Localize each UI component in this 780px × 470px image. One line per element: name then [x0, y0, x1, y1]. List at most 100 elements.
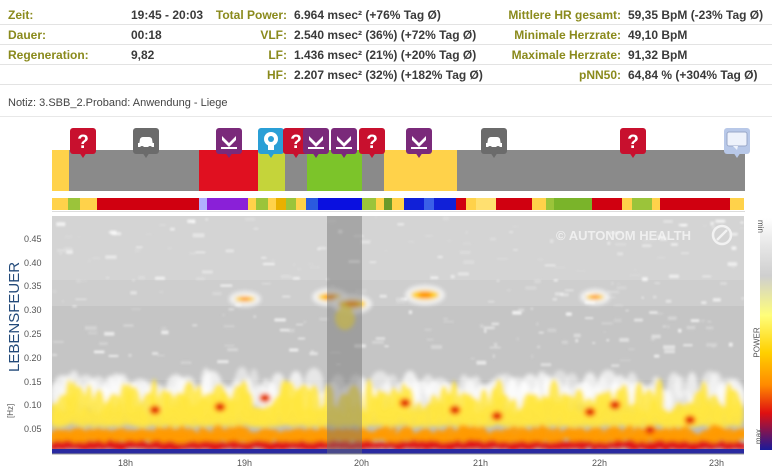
- hrv-color-segment: [730, 198, 744, 210]
- x-tick-label: 23h: [709, 458, 725, 468]
- regeneration-label: Regeneration:: [8, 48, 89, 62]
- svg-text:?: ?: [366, 132, 378, 153]
- stats-row: Zeit: 19:45 - 20:03 Total Power: 6.964 m…: [0, 8, 780, 28]
- chevron-down-icon[interactable]: [303, 128, 329, 158]
- power-legend-bar: [760, 218, 772, 450]
- y-tick-label: 0.45: [24, 233, 42, 244]
- hrv-color-segment: [496, 198, 532, 210]
- y-tick-label: 0.20: [24, 352, 42, 363]
- hrv-color-segment: [306, 198, 318, 210]
- x-tick-label: 20h: [354, 458, 370, 468]
- hrv-color-segment: [622, 198, 632, 210]
- watermark: © AUTONOM HEALTH: [556, 228, 691, 243]
- y-tick-label: 0.15: [24, 376, 42, 387]
- head-icon[interactable]: [258, 128, 284, 158]
- hrv-color-segment: [268, 198, 276, 210]
- vlf-label: VLF:: [260, 28, 287, 42]
- vlf-value: 2.540 msec² (36%) (+72% Tag Ø): [294, 28, 477, 42]
- lf-value: 1.436 msec² (21%) (+20% Tag Ø): [294, 48, 477, 62]
- activity-segment: [457, 150, 745, 191]
- zeit-label: Zeit:: [8, 8, 34, 22]
- y-axis-title-text: LEBENSFEUER: [6, 262, 23, 372]
- regeneration-value: 9,82: [131, 48, 155, 62]
- max-hr-label: Maximale Herzrate:: [511, 48, 621, 62]
- min-hr-label: Minimale Herzrate:: [514, 28, 621, 42]
- activity-timeline: ????: [0, 118, 780, 218]
- hrv-color-segment: [248, 198, 256, 210]
- hrv-color-segment: [199, 198, 207, 210]
- watermark-logo: [711, 224, 733, 246]
- hrv-color-segment: [296, 198, 306, 210]
- hrv-color-segment: [384, 198, 392, 210]
- selected-interval-highlight: [327, 216, 362, 454]
- legend-min-label: min: [755, 220, 765, 233]
- question-icon[interactable]: ?: [620, 128, 646, 158]
- hrv-color-segment: [476, 198, 496, 210]
- legend-max-label: max: [754, 428, 764, 445]
- dauer-value: 00:18: [131, 28, 162, 42]
- hrv-color-segment: [362, 198, 376, 210]
- hrv-color-segment: [466, 198, 476, 210]
- y-tick-label: 0.05: [24, 424, 42, 435]
- hrv-color-segment: [456, 198, 466, 210]
- chevron-down-icon[interactable]: [216, 128, 242, 158]
- total-power-value: 6.964 msec² (+76% Tag Ø): [294, 8, 441, 22]
- comment-icon[interactable]: [724, 128, 750, 158]
- y-unit-label: [Hz]: [6, 403, 15, 418]
- hrv-color-segment: [207, 198, 248, 210]
- mittlere-hr-value: 59,35 BpM (-23% Tag Ø): [628, 8, 764, 22]
- hrv-color-segment: [80, 198, 97, 210]
- activity-segment: [285, 150, 307, 191]
- chevron-down-icon[interactable]: [331, 128, 357, 158]
- total-power-label: Total Power:: [215, 8, 287, 22]
- activity-segment: [52, 150, 69, 191]
- plot-background: [52, 216, 744, 454]
- x-tick-label: 18h: [118, 458, 134, 468]
- min-hr-value: 49,10 BpM: [628, 28, 688, 42]
- y-tick-label: 0.10: [24, 400, 42, 411]
- x-tick-label: 19h: [237, 458, 253, 468]
- hrv-color-segment: [554, 198, 592, 210]
- svg-text:?: ?: [627, 132, 639, 153]
- svg-text:?: ?: [77, 132, 89, 153]
- hrv-color-segment: [404, 198, 424, 210]
- y-tick-label: 0.30: [24, 305, 42, 316]
- pnn50-value: 64,84 % (+304% Tag Ø): [628, 68, 758, 82]
- question-icon[interactable]: ?: [70, 128, 96, 158]
- hrv-color-segment: [652, 198, 660, 210]
- zeit-value: 19:45 - 20:03: [131, 8, 204, 22]
- hrv-color-segment: [68, 198, 80, 210]
- y-axis-title: LEBENSFEUER: [3, 250, 23, 375]
- hrv-color-segment: [546, 198, 554, 210]
- stats-row: HF: 2.207 msec² (32%) (+182% Tag Ø) pNN5…: [0, 68, 780, 88]
- note-text: Notiz: 3.SBB_2.Proband: Anwendung - Lieg…: [8, 97, 228, 109]
- car-icon[interactable]: [481, 128, 507, 158]
- y-tick-label: 0.40: [24, 257, 42, 268]
- chevron-down-icon[interactable]: [406, 128, 432, 158]
- lf-label: LF:: [268, 48, 287, 62]
- hrv-color-segment: [660, 198, 730, 210]
- hrv-color-segment: [318, 198, 362, 210]
- dauer-label: Dauer:: [8, 28, 47, 42]
- legend-title: POWER: [752, 327, 762, 358]
- hrv-color-segment: [97, 198, 199, 210]
- hrv-color-segment: [276, 198, 286, 210]
- hrv-color-segment: [256, 198, 268, 210]
- hrv-color-segment: [632, 198, 652, 210]
- max-hr-value: 91,32 BpM: [628, 48, 688, 62]
- car-icon[interactable]: [133, 128, 159, 158]
- hf-value: 2.207 msec² (32%) (+182% Tag Ø): [294, 68, 483, 82]
- hrv-color-segment: [434, 198, 456, 210]
- x-tick-label: 22h: [592, 458, 608, 468]
- stats-row: Dauer: 00:18 VLF: 2.540 msec² (36%) (+72…: [0, 28, 780, 48]
- question-icon[interactable]: ?: [359, 128, 385, 158]
- hrv-color-segment: [52, 198, 68, 210]
- stats-row: Regeneration: 9,82 LF: 1.436 msec² (21%)…: [0, 48, 780, 68]
- activity-segment: [69, 150, 199, 191]
- mittlere-hr-label: Mittlere HR gesamt:: [508, 8, 621, 22]
- hrv-color-segment: [286, 198, 296, 210]
- hrv-color-segment: [592, 198, 622, 210]
- y-tick-label: 0.35: [24, 281, 42, 292]
- pnn50-label: pNN50:: [578, 68, 621, 82]
- x-tick-label: 21h: [473, 458, 489, 468]
